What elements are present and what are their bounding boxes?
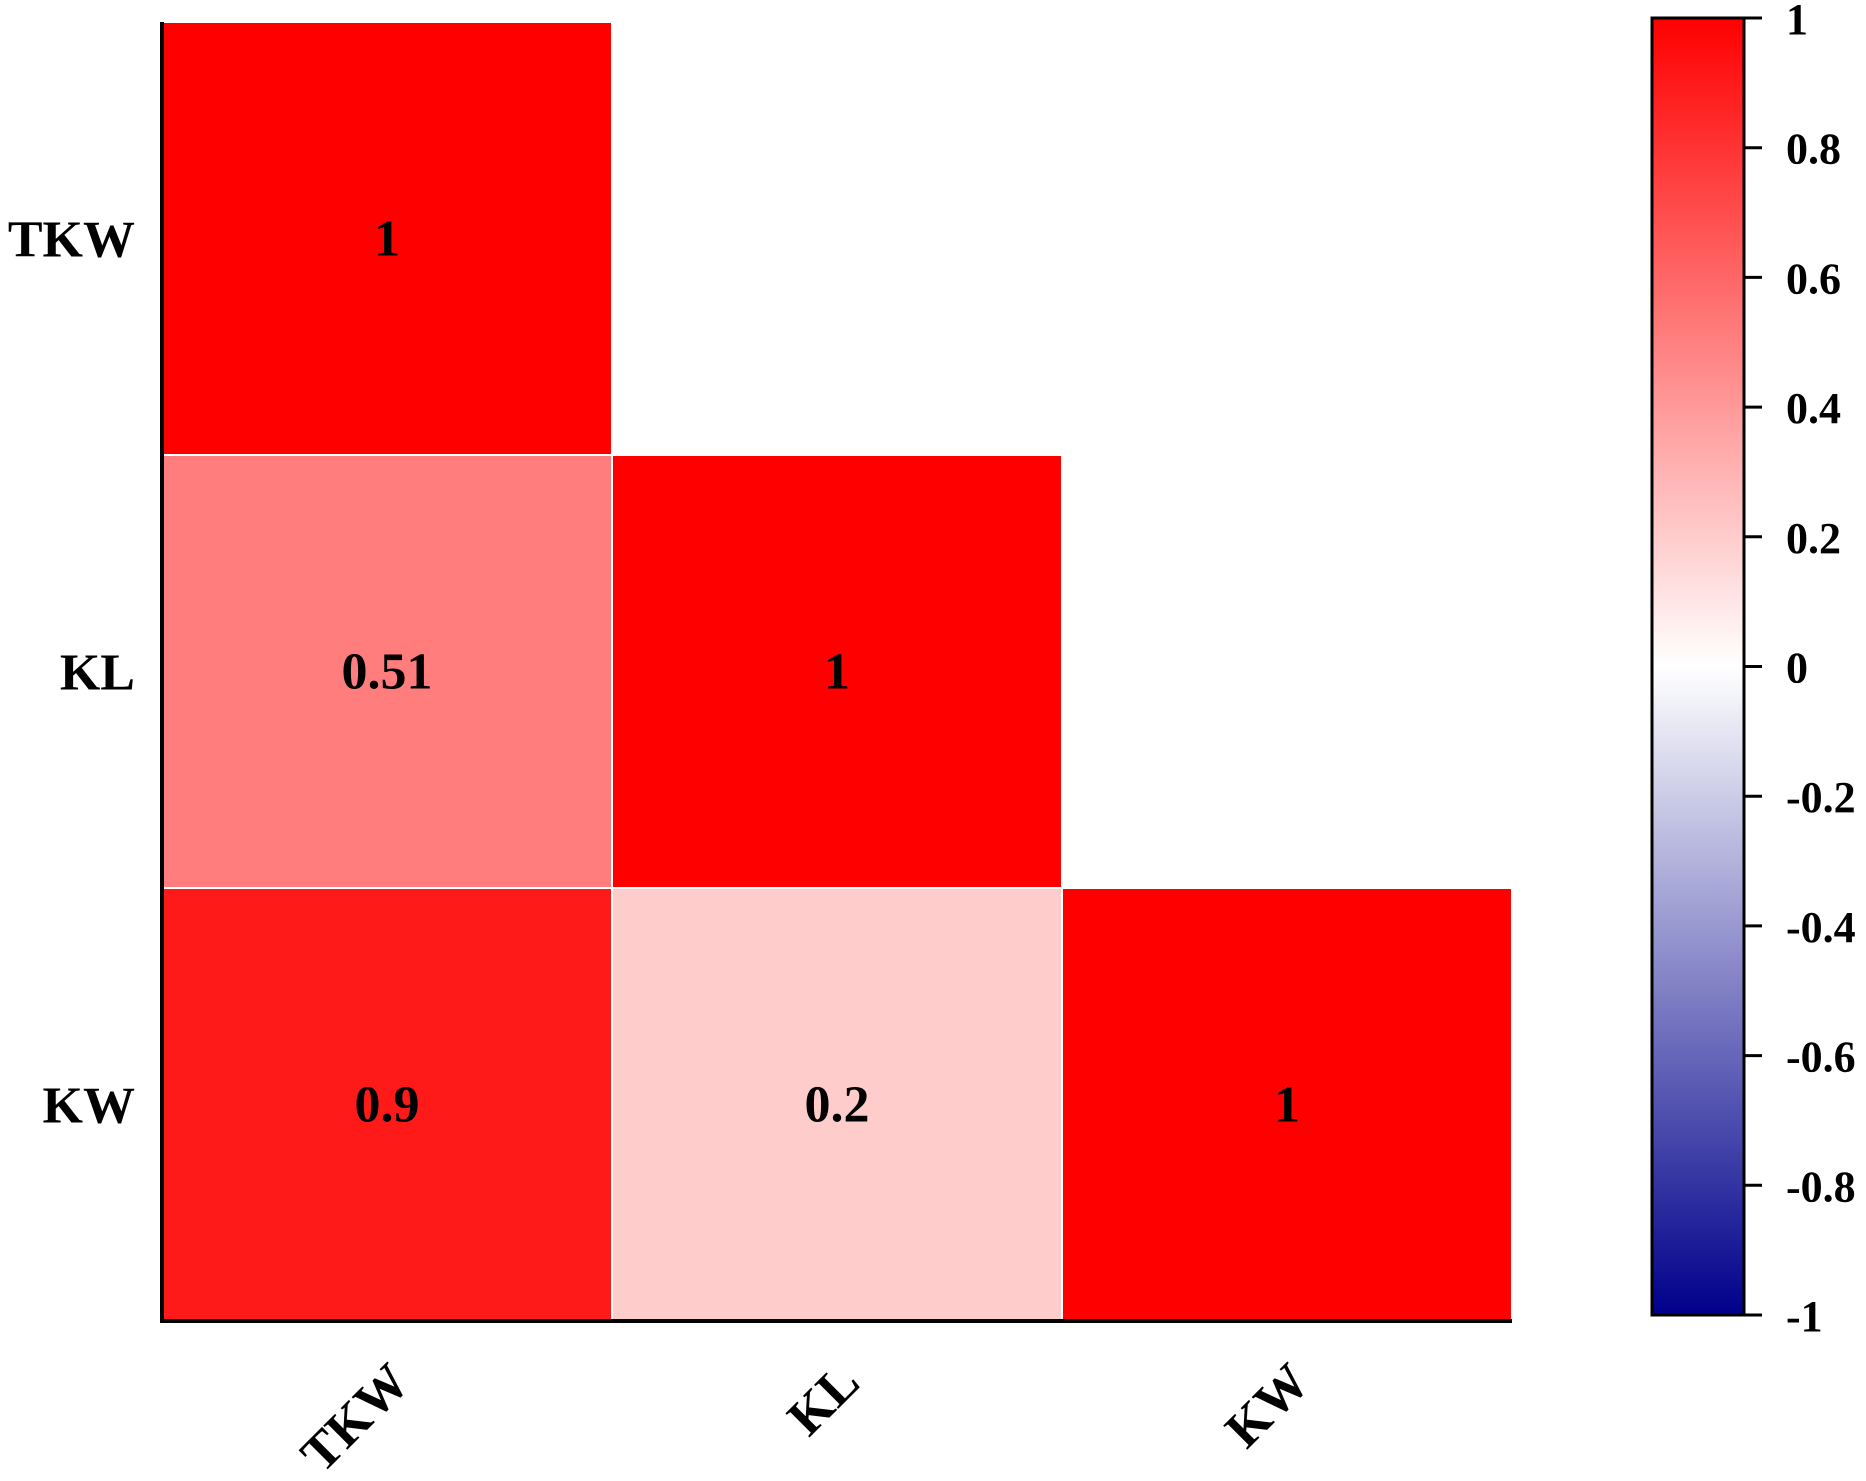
colorbar-tick-label: -0.8 xyxy=(1786,1162,1856,1211)
colorbar-tick-label: -0.2 xyxy=(1786,773,1856,822)
cell-value-label-kw-tkw: 0.9 xyxy=(355,1077,420,1134)
cell-value-label-kw-kl: 0.2 xyxy=(805,1077,870,1134)
y-tick-label-kl: KL xyxy=(60,645,135,702)
heatmap-cell-kw-kw xyxy=(1061,887,1513,1322)
cell-value-label-kl-kl: 1 xyxy=(824,644,850,701)
colorbar-tick-label: 0 xyxy=(1786,644,1808,693)
cell-value-label-tkw-tkw: 1 xyxy=(374,211,400,268)
cell-value-label-kw-kw: 1 xyxy=(1274,1077,1300,1134)
heatmap-cell-kl-kl xyxy=(611,454,1063,889)
heatmap-cell-kw-kl xyxy=(611,887,1063,1322)
colorbar-tick-label: 0.4 xyxy=(1786,384,1841,433)
heatmap-cell-kw-tkw xyxy=(161,887,613,1322)
y-tick-label-tkw: TKW xyxy=(8,212,135,269)
y-axis-tick-labels: TKW KL KW xyxy=(8,212,135,1135)
colorbar-ticks: 1 0.8 0.6 0.4 0.2 0 -0.2 -0.4 -0.6 -0.8 -1 xyxy=(1744,0,1856,1341)
x-tick-label-kw: KW xyxy=(1215,1353,1321,1459)
cell-value-label-kl-tkw: 0.51 xyxy=(342,644,433,701)
colorbar-tick-label: -0.6 xyxy=(1786,1033,1856,1082)
heatmap-cell-tkw-tkw xyxy=(161,21,613,456)
colorbar-tick-label: 1 xyxy=(1786,0,1808,44)
colorbar: 1 0.8 0.6 0.4 0.2 0 -0.2 -0.4 -0.6 -0.8 -1 xyxy=(1650,0,1856,1341)
colorbar-tick-label: 0.8 xyxy=(1786,125,1841,174)
x-tick-label-tkw: TKW xyxy=(290,1353,420,1481)
x-axis-tick-labels: TKW KL KW xyxy=(290,1353,1320,1481)
colorbar-tick-label: 0.6 xyxy=(1786,254,1841,303)
y-tick-label-kw: KW xyxy=(43,1078,135,1135)
colorbar-tick-label: -0.4 xyxy=(1786,903,1856,952)
heatmap-cell-kl-tkw xyxy=(161,454,613,889)
colorbar-gradient xyxy=(1650,16,1746,1317)
x-tick-label-kl: KL xyxy=(777,1353,870,1446)
colorbar-tick-label: -1 xyxy=(1786,1292,1823,1341)
heatmap-cells xyxy=(161,21,1513,1322)
colorbar-tick-label: 0.2 xyxy=(1786,514,1841,563)
heatmap-cell-labels: 1 0.51 1 0.9 0.2 1 xyxy=(342,211,1301,1134)
